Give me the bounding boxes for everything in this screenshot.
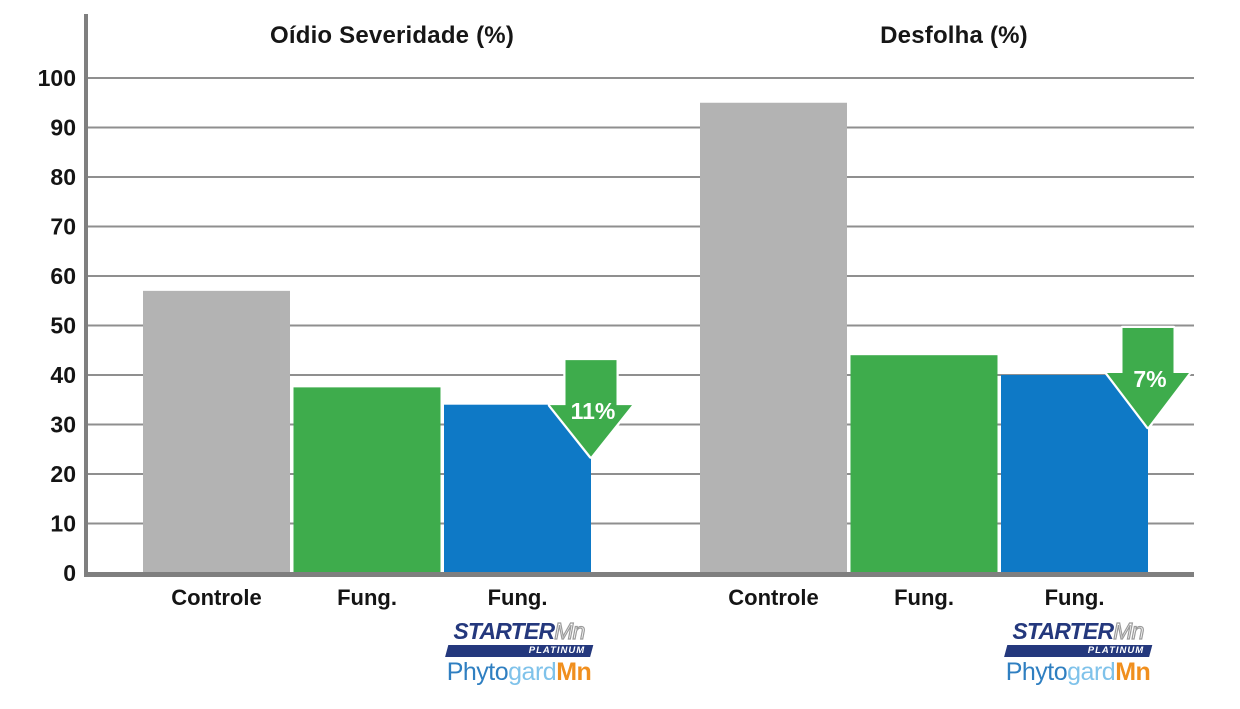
bar-controle (700, 102, 847, 572)
x-label-fung: Fung. (1045, 585, 1105, 610)
phytogard-mn-text: Mn (1115, 658, 1151, 686)
gard-text: gard (508, 658, 557, 686)
starter-mn-phytogard-logo-right: STARTERMn PLATINUM PhytogardMn (1004, 618, 1152, 685)
platinum-text: PLATINUM (1087, 645, 1145, 657)
starter-mn-phytogard-logo-left: STARTERMn PLATINUM PhytogardMn (445, 618, 593, 685)
phyto-text: Phyto (1005, 658, 1068, 686)
reduction-arrow-label: 7% (1133, 366, 1166, 392)
phyto-text: Phyto (446, 658, 509, 686)
starter-mn-wordmark: STARTERMn (453, 618, 586, 644)
x-label-controle: Controle (171, 585, 261, 610)
phytogard-mn-wordmark: PhytogardMn (1006, 660, 1151, 685)
gard-text: gard (1067, 658, 1116, 686)
x-axis-line (84, 572, 1194, 577)
phytogard-mn-text: Mn (556, 658, 592, 686)
starter-text: STARTER (1012, 618, 1114, 644)
x-label-controle: Controle (728, 585, 818, 610)
y-tick-label-80: 80 (50, 164, 76, 190)
y-tick-label-30: 30 (50, 412, 76, 438)
phytogard-mn-wordmark: PhytogardMn (447, 660, 592, 685)
chart-title-desfolha: Desfolha (%) (880, 22, 1028, 49)
y-tick-label-40: 40 (50, 362, 76, 388)
starter-mn-text: Mn (554, 618, 586, 644)
y-tick-label-90: 90 (50, 115, 76, 141)
y-axis-line (84, 14, 88, 577)
y-tick-label-0: 0 (63, 560, 76, 586)
reduction-arrow-label: 11% (571, 398, 616, 424)
bar-fungicida-starter (444, 404, 591, 572)
platinum-banner: PLATINUM (1004, 645, 1152, 657)
x-label-fung: Fung. (894, 585, 954, 610)
y-tick-label-100: 100 (38, 65, 76, 91)
bar-controle (143, 290, 290, 572)
y-tick-label-70: 70 (50, 214, 76, 240)
bar-fungicida (293, 387, 441, 572)
y-tick-label-60: 60 (50, 263, 76, 289)
reduction-arrow-icon (547, 357, 635, 459)
y-tick-label-50: 50 (50, 313, 76, 339)
platinum-banner: PLATINUM (445, 645, 593, 657)
x-label-fung: Fung. (488, 585, 548, 610)
bar-fungicida (850, 355, 998, 572)
starter-text: STARTER (453, 618, 555, 644)
reduction-arrow-icon (1104, 325, 1192, 430)
chart-title-oidio-severidade: Oídio Severidade (%) (269, 22, 515, 49)
y-tick-label-10: 10 (50, 511, 76, 537)
bar-fungicida-starter (1001, 375, 1148, 572)
platinum-text: PLATINUM (528, 645, 586, 657)
starter-mn-text: Mn (1113, 618, 1145, 644)
x-label-fung: Fung. (337, 585, 397, 610)
starter-mn-wordmark: STARTERMn (1012, 618, 1145, 644)
y-tick-label-20: 20 (50, 461, 76, 487)
